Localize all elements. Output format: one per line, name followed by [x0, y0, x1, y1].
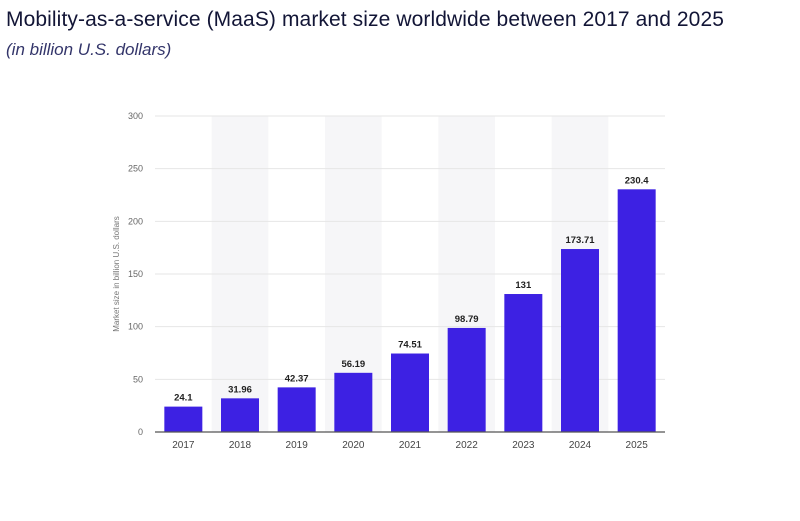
x-tick-label: 2025 [626, 440, 649, 451]
data-label-2017: 24.1 [174, 393, 193, 404]
bar-2019 [277, 387, 316, 432]
chart-title: Mobility-as-a-service (MaaS) market size… [6, 8, 725, 31]
y-tick-label: 50 [133, 374, 143, 384]
data-label-2025: 230.4 [625, 175, 649, 186]
y-tick-label: 250 [128, 164, 143, 174]
data-label-2024: 173.71 [565, 235, 595, 246]
x-tick-label: 2017 [172, 440, 195, 451]
x-tick-label: 2022 [456, 440, 479, 451]
x-tick-label: 2024 [569, 440, 592, 451]
data-label-2022: 98.79 [455, 314, 479, 325]
bar-2022 [447, 327, 486, 432]
bar-2021 [391, 353, 429, 432]
x-tick-label: 2020 [342, 440, 365, 451]
x-tick-label: 2023 [512, 440, 535, 451]
data-label-2021: 74.51 [398, 340, 422, 351]
bar-2025 [617, 189, 656, 432]
y-axis-label: Market size in billion U.S. dollars [112, 216, 121, 332]
data-label-2023: 131 [515, 280, 532, 291]
data-label-2018: 31.96 [228, 384, 252, 395]
x-tick-label: 2019 [286, 440, 309, 451]
bar-2018 [221, 398, 259, 432]
y-tick-label: 200 [128, 216, 143, 226]
bar-2024 [561, 249, 599, 432]
bar-2023 [504, 294, 543, 432]
bar-2020 [334, 372, 373, 432]
data-label-2020: 56.19 [341, 359, 365, 370]
y-tick-label: 0 [138, 427, 143, 437]
bar-2017 [164, 406, 203, 432]
data-label-2019: 42.37 [285, 373, 309, 384]
chart-subtitle: (in billion U.S. dollars) [6, 40, 172, 59]
x-tick-label: 2018 [229, 440, 252, 451]
y-tick-label: 150 [128, 269, 143, 279]
y-tick-label: 300 [128, 111, 143, 121]
y-tick-label: 100 [128, 322, 143, 332]
x-tick-label: 2021 [399, 440, 422, 451]
